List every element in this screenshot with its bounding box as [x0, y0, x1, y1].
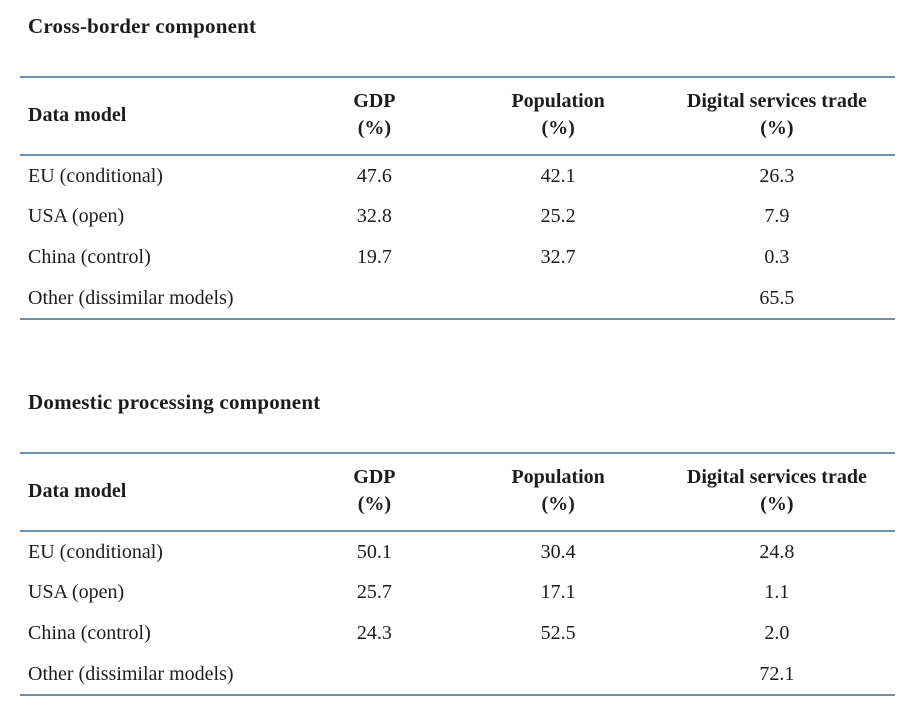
table-row-eu: EU (conditional) 50.1 30.4 24.8 — [20, 531, 895, 572]
column-label: GDP — [353, 90, 396, 112]
section-title-domestic-processing: Domestic processing component — [28, 390, 321, 414]
column-unit: (%) — [357, 493, 392, 515]
cell-population: 30.4 — [540, 540, 576, 563]
column-unit: (%) — [541, 493, 575, 515]
section-title-cross-border: Cross-border component — [28, 14, 257, 38]
cell-digital-services-trade: 1.1 — [764, 581, 790, 603]
table-row-other: Other (dissimilar models) 72.1 — [20, 654, 895, 695]
column-label: Data model — [28, 103, 127, 126]
cell-population — [458, 278, 659, 319]
column-header-digital-services-trade: Digital services trade (%) — [659, 453, 895, 531]
column-header-gdp: GDP (%) — [291, 77, 457, 155]
cell-population: 42.1 — [540, 164, 576, 187]
column-label: GDP — [353, 466, 396, 488]
cell-gdp: 24.3 — [356, 622, 392, 644]
cell-population: 25.2 — [540, 205, 576, 227]
domestic-processing-table-header: Data model GDP (%) Population (%) Digita… — [20, 453, 895, 531]
cell-population: 32.7 — [540, 246, 576, 268]
domestic-processing-table-body: EU (conditional) 50.1 30.4 24.8 USA (ope… — [20, 531, 895, 695]
page: Cross-border component Data model GDP (%… — [20, 14, 895, 696]
cross-border-table-body: EU (conditional) 47.6 42.1 26.3 USA (ope… — [20, 155, 895, 319]
column-label: Digital services trade — [686, 466, 867, 488]
column-label: Data model — [28, 479, 127, 502]
column-header-digital-services-trade: Digital services trade (%) — [659, 77, 895, 155]
cell-digital-services-trade: 2.0 — [764, 622, 790, 644]
column-label: Digital services trade — [686, 90, 867, 112]
column-unit: (%) — [760, 117, 794, 139]
cell-population: 17.1 — [540, 581, 576, 603]
header-row: Data model GDP (%) Population (%) Digita… — [20, 77, 895, 155]
table-row-eu: EU (conditional) 47.6 42.1 26.3 — [20, 155, 895, 196]
table-row-usa: USA (open) 32.8 25.2 7.9 — [20, 196, 895, 237]
cross-border-table: Data model GDP (%) Population (%) Digita… — [20, 76, 895, 320]
cell-gdp: 50.1 — [356, 540, 392, 563]
cell-gdp: 19.7 — [356, 246, 392, 268]
cell-digital-services-trade: 24.8 — [759, 540, 795, 563]
cell-population: 52.5 — [540, 622, 576, 644]
table-row-usa: USA (open) 25.7 17.1 1.1 — [20, 572, 895, 613]
cell-gdp: 32.8 — [356, 205, 392, 227]
column-unit: (%) — [760, 493, 794, 515]
table-row-china: China (control) 19.7 32.7 0.3 — [20, 237, 895, 278]
cell-gdp — [291, 278, 457, 319]
table-row-other: Other (dissimilar models) 65.5 — [20, 278, 895, 319]
column-header-data-model: Data model — [20, 77, 291, 155]
cell-model: EU (conditional) — [28, 164, 163, 187]
cell-digital-services-trade: 65.5 — [759, 286, 795, 309]
domestic-processing-table: Data model GDP (%) Population (%) Digita… — [20, 452, 895, 696]
cell-model: Other (dissimilar models) — [28, 286, 234, 309]
cell-model: EU (conditional) — [28, 540, 163, 563]
column-unit: (%) — [357, 117, 392, 139]
table-row-china: China (control) 24.3 52.5 2.0 — [20, 613, 895, 654]
cell-population — [458, 654, 659, 695]
cell-digital-services-trade: 26.3 — [759, 164, 795, 187]
header-row: Data model GDP (%) Population (%) Digita… — [20, 453, 895, 531]
cell-model: China (control) — [28, 622, 151, 644]
cell-model: Other (dissimilar models) — [28, 662, 234, 685]
column-unit: (%) — [541, 117, 575, 139]
cell-model: USA (open) — [28, 581, 125, 603]
cell-digital-services-trade: 72.1 — [759, 662, 795, 685]
cell-model: USA (open) — [28, 205, 125, 227]
column-header-population: Population (%) — [458, 77, 659, 155]
cell-digital-services-trade: 0.3 — [764, 246, 790, 268]
column-header-data-model: Data model — [20, 453, 291, 531]
cell-gdp: 25.7 — [356, 581, 392, 603]
cell-gdp: 47.6 — [356, 164, 392, 187]
column-label: Population — [511, 90, 605, 112]
cell-gdp — [291, 654, 457, 695]
cell-digital-services-trade: 7.9 — [764, 205, 790, 227]
cell-model: China (control) — [28, 246, 151, 268]
cross-border-table-header: Data model GDP (%) Population (%) Digita… — [20, 77, 895, 155]
column-header-gdp: GDP (%) — [291, 453, 457, 531]
column-label: Population — [511, 466, 605, 488]
column-header-population: Population (%) — [458, 453, 659, 531]
